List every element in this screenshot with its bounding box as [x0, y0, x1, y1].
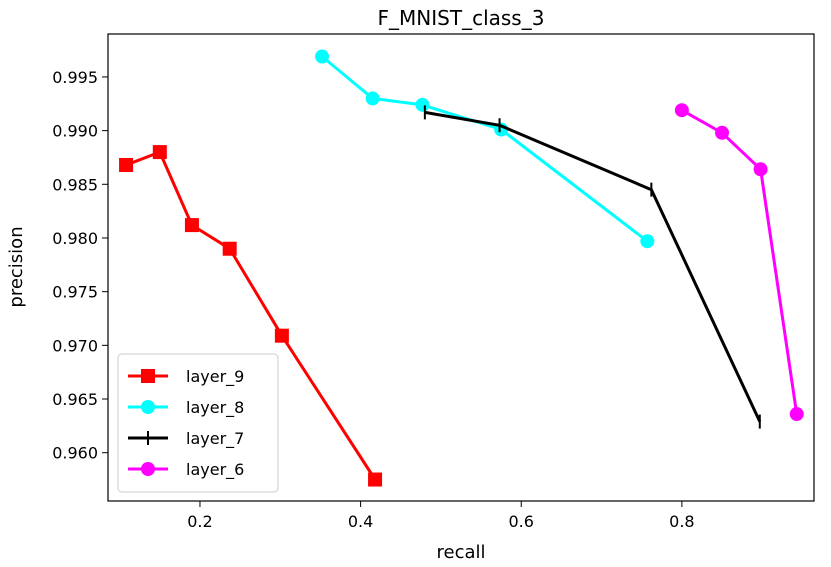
legend-marker: [141, 462, 155, 476]
legend-label: layer_9: [186, 367, 244, 387]
legend-label: layer_8: [186, 398, 244, 418]
x-tick-label: 0.4: [348, 512, 373, 531]
y-axis-label: precision: [6, 226, 27, 307]
data-point: [222, 241, 237, 256]
x-tick-label: 0.2: [187, 512, 212, 531]
y-tick-label: 0.965: [52, 390, 98, 409]
y-tick-label: 0.995: [52, 68, 98, 87]
series-layer_7: [423, 105, 762, 429]
x-axis: 0.2 0.4 0.6 0.8: [187, 501, 695, 531]
legend-marker: [141, 369, 155, 383]
data-point: [119, 157, 134, 172]
data-point: [152, 145, 167, 160]
legend-entry-layer_6: layer_6: [128, 460, 244, 480]
legend-entry-layer_9: layer_9: [128, 367, 244, 387]
legend-entry-layer_8: layer_8: [128, 398, 244, 418]
series-layer_9: [119, 145, 383, 487]
legend-label: layer_7: [186, 429, 244, 449]
series-layer_6: [674, 103, 804, 422]
y-tick-label: 0.975: [52, 283, 98, 302]
series-line: [424, 110, 762, 423]
data-point: [368, 472, 383, 487]
series-line: [321, 55, 649, 243]
data-point: [715, 125, 730, 140]
y-tick-label: 0.985: [52, 175, 98, 194]
plot-area: [119, 49, 804, 487]
data-point: [789, 407, 804, 422]
y-tick-label: 0.960: [52, 444, 98, 463]
data-point: [365, 91, 380, 106]
x-tick-label: 0.8: [669, 512, 694, 531]
y-tick-label: 0.990: [52, 122, 98, 141]
legend-box: [117, 353, 279, 493]
y-axis: 0.960 0.965 0.970 0.975 0.980 0.985 0.990 0.995: [52, 68, 108, 463]
chart-title: F_MNIST_class_3: [378, 6, 545, 30]
series-layer_8: [315, 49, 655, 249]
y-tick-label: 0.980: [52, 229, 98, 248]
axes-frame: [107, 33, 815, 502]
legend-entry-layer_7: layer_7: [128, 429, 244, 449]
data-point: [315, 49, 330, 64]
legend: layer_9 layer_8 layer_7 layer_6: [117, 353, 279, 493]
x-axis-label: recall: [436, 542, 485, 563]
data-point: [753, 162, 768, 177]
series-line: [681, 108, 799, 415]
data-point: [674, 103, 689, 118]
legend-label: layer_6: [186, 460, 244, 480]
data-point: [184, 218, 199, 233]
data-point: [274, 328, 289, 343]
data-point: [640, 234, 655, 249]
data-point: [415, 97, 430, 112]
x-tick-label: 0.6: [509, 512, 534, 531]
legend-marker: [141, 400, 155, 414]
y-tick-label: 0.970: [52, 336, 98, 355]
